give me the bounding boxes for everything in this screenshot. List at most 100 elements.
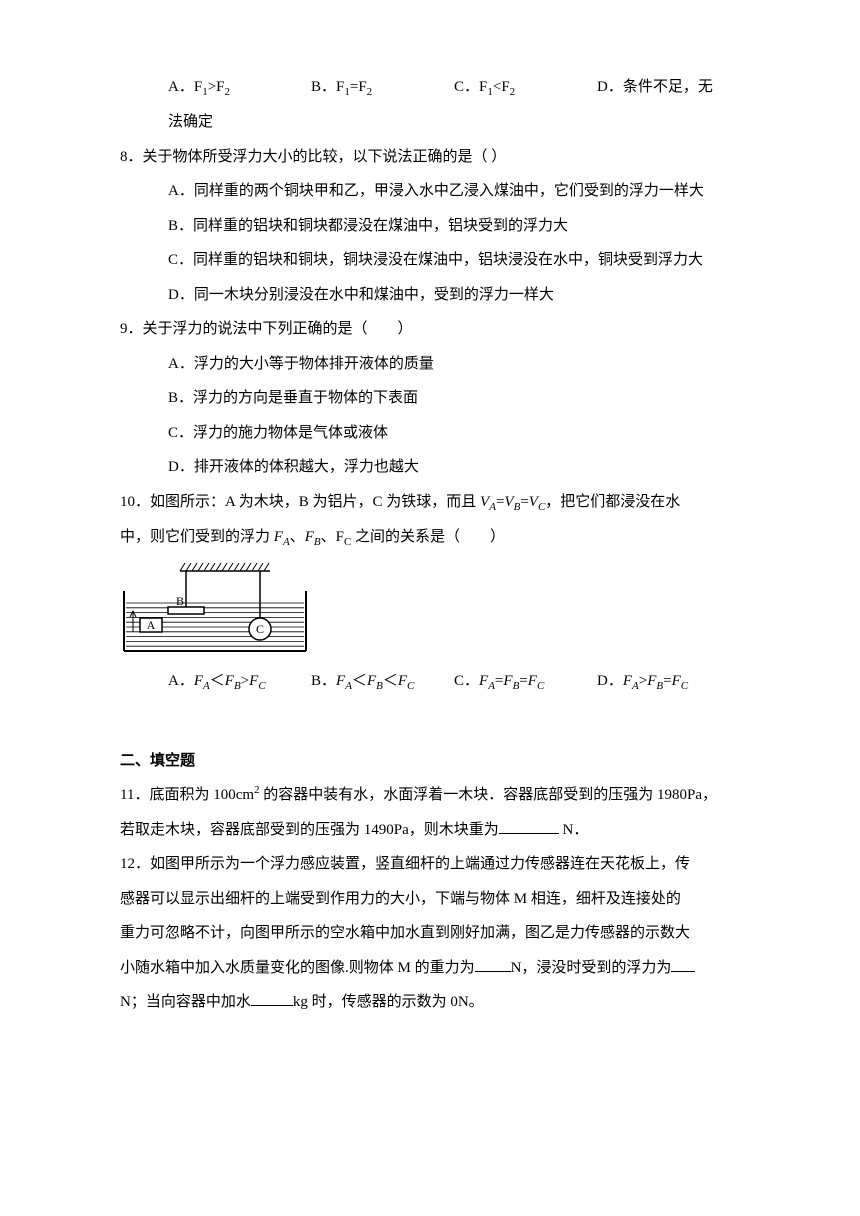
q8-option-d: D．同一木块分别浸没在水中和煤油中，受到的浮力一样大 bbox=[120, 278, 740, 313]
text: N；当向容器中加水 bbox=[120, 994, 251, 1010]
text: ，把它们都浸没在水 bbox=[545, 494, 680, 510]
sub: B bbox=[234, 680, 241, 692]
var: F bbox=[274, 529, 283, 545]
q7-options: A．F1>F2 B．F1=F2 C．F1<F2 D．条件不足，无 bbox=[120, 70, 740, 105]
var: F bbox=[479, 673, 488, 689]
q11-line1: 11．底面积为 100cm2 的容器中装有水，水面浮着一木块．容器底部受到的压强… bbox=[120, 778, 740, 813]
q10-option-b: B．FA＜FB＜FC bbox=[311, 664, 454, 699]
text: 若取走木块，容器底部受到的压强为 1490Pa，则木块重为 bbox=[120, 822, 499, 838]
q10-option-d: D．FA>FB=FC bbox=[597, 664, 740, 699]
q10-diagram: A B C bbox=[120, 563, 740, 658]
text: 之间的关系是（ ） bbox=[351, 529, 505, 545]
text: >F bbox=[208, 79, 225, 95]
q12-line2: 感器可以显示出细杆的上端受到作用力的大小，下端与物体 M 相连，细杆及连接处的 bbox=[120, 882, 740, 917]
text: ＜ bbox=[352, 673, 367, 689]
var: F bbox=[336, 529, 344, 545]
text: C． bbox=[454, 673, 479, 689]
q10-stem-line1: 10．如图所示：A 为木块，B 为铝片，C 为铁球，而且 VA=VB=VC，把它… bbox=[120, 485, 740, 520]
text: =F bbox=[350, 79, 367, 95]
var: F bbox=[647, 673, 656, 689]
section-2-title: 二、填空题 bbox=[120, 744, 740, 779]
svg-text:B: B bbox=[176, 594, 184, 608]
text: ＜ bbox=[210, 673, 225, 689]
svg-text:A: A bbox=[147, 618, 156, 632]
text: 10．如图所示：A 为木块，B 为铝片，C 为铁球，而且 bbox=[120, 494, 480, 510]
var: V bbox=[480, 494, 489, 510]
sub: C bbox=[681, 680, 688, 692]
q8-option-c: C．同样重的铝块和铜块，铜块浸没在煤油中，铝块浸没在水中，铜块受到浮力大 bbox=[120, 243, 740, 278]
sub: 2 bbox=[225, 86, 231, 98]
text: > bbox=[639, 673, 647, 689]
var: F bbox=[672, 673, 681, 689]
sub: A bbox=[283, 536, 290, 548]
q12-blank3[interactable] bbox=[251, 990, 293, 1007]
q7-option-b: B．F1=F2 bbox=[311, 70, 454, 105]
text: D． bbox=[597, 673, 623, 689]
var: F bbox=[249, 673, 258, 689]
q12-line3: 重力可忽略不计，向图甲所示的空水箱中加水直到刚好加满，图乙是力传感器的示数大 bbox=[120, 916, 740, 951]
sub: A bbox=[345, 680, 352, 692]
q9-option-c: C．浮力的施力物体是气体或液体 bbox=[120, 416, 740, 451]
sub: 2 bbox=[367, 86, 373, 98]
text: ＜ bbox=[383, 673, 398, 689]
q10-stem-line2: 中，则它们受到的浮力 FA、FB、FC 之间的关系是（ ） bbox=[120, 520, 740, 555]
var: F bbox=[225, 673, 234, 689]
sub: A bbox=[488, 680, 495, 692]
text: kg 时，传感器的示数为 0N。 bbox=[293, 994, 484, 1010]
var: V bbox=[504, 494, 513, 510]
var: V bbox=[529, 494, 538, 510]
text: A．F bbox=[168, 79, 202, 95]
q12-blank1[interactable] bbox=[475, 955, 511, 972]
text: = bbox=[663, 673, 671, 689]
var: F bbox=[398, 673, 407, 689]
text: N，浸没时受到的浮力为 bbox=[511, 960, 672, 976]
var: F bbox=[194, 673, 203, 689]
text: 、 bbox=[321, 529, 336, 545]
text: = bbox=[520, 494, 528, 510]
q12-blank2[interactable] bbox=[671, 955, 695, 972]
text: 的容器中装有水，水面浮着一木块．容器底部受到的压强为 1980Pa， bbox=[260, 787, 718, 803]
q9-stem: 9．关于浮力的说法中下列正确的是（ ） bbox=[120, 312, 740, 347]
text: A． bbox=[168, 673, 194, 689]
q10-options: A．FA＜FB>FC B．FA＜FB＜FC C．FA=FB=FC D．FA>FB… bbox=[120, 664, 740, 699]
q7-option-d-cont: 法确定 bbox=[120, 105, 740, 140]
text: B．F bbox=[311, 79, 344, 95]
q7-option-c: C．F1<F2 bbox=[454, 70, 597, 105]
svg-text:C: C bbox=[256, 622, 264, 636]
var: F bbox=[367, 673, 376, 689]
sub: C bbox=[407, 680, 414, 692]
q11-blank[interactable] bbox=[499, 817, 559, 834]
tank-diagram: A B C bbox=[120, 563, 310, 658]
sub: B bbox=[314, 536, 321, 548]
text: B． bbox=[311, 673, 336, 689]
text: 、 bbox=[290, 529, 305, 545]
q7-option-d: D．条件不足，无 bbox=[597, 70, 740, 105]
sub: B bbox=[376, 680, 383, 692]
q7-option-a: A．F1>F2 bbox=[168, 70, 311, 105]
q8-option-b: B．同样重的铝块和铜块都浸没在煤油中，铝块受到的浮力大 bbox=[120, 209, 740, 244]
text: 中，则它们受到的浮力 bbox=[120, 529, 274, 545]
text: C．F bbox=[454, 79, 487, 95]
q8-stem: 8．关于物体所受浮力大小的比较，以下说法正确的是（ ） bbox=[120, 140, 740, 175]
sub: A bbox=[489, 501, 496, 513]
q11-line2: 若取走木块，容器底部受到的压强为 1490Pa，则木块重为 N． bbox=[120, 813, 740, 848]
sub: C bbox=[537, 680, 544, 692]
text: > bbox=[241, 673, 249, 689]
sub: A bbox=[203, 680, 210, 692]
q9-option-d: D．排开液体的体积越大，浮力也越大 bbox=[120, 450, 740, 485]
text: <F bbox=[493, 79, 510, 95]
q10-option-c: C．FA=FB=FC bbox=[454, 664, 597, 699]
q12-line1: 12．如图甲所示为一个浮力感应装置，竖直细杆的上端通过力传感器连在天花板上，传 bbox=[120, 847, 740, 882]
var: F bbox=[623, 673, 632, 689]
q10-option-a: A．FA＜FB>FC bbox=[168, 664, 311, 699]
text: 11．底面积为 100cm bbox=[120, 787, 254, 803]
sub: A bbox=[632, 680, 639, 692]
text: = bbox=[519, 673, 527, 689]
q9-option-b: B．浮力的方向是垂直于物体的下表面 bbox=[120, 381, 740, 416]
sub: 2 bbox=[510, 86, 516, 98]
spacer bbox=[120, 700, 740, 724]
q9-option-a: A．浮力的大小等于物体排开液体的质量 bbox=[120, 347, 740, 382]
text: 小随水箱中加入水质量变化的图像.则物体 M 的重力为 bbox=[120, 960, 475, 976]
text: N． bbox=[559, 822, 589, 838]
var: F bbox=[305, 529, 314, 545]
